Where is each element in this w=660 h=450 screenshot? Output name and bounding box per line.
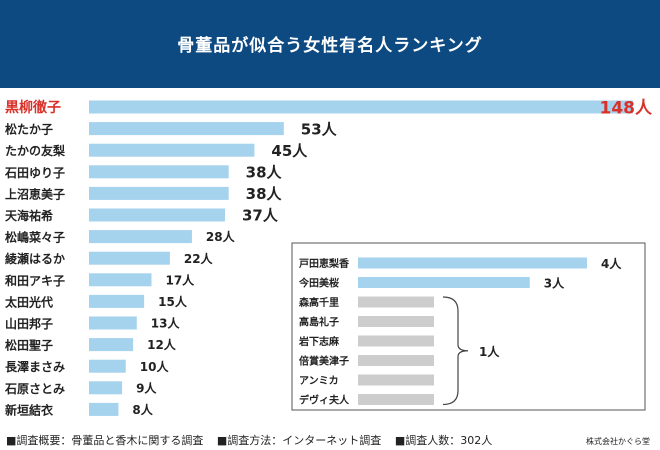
inset-data-label: 4人 (601, 256, 622, 271)
data-label: 148人 (600, 98, 653, 118)
survey-method: ■調査方法：インターネット調査 (216, 434, 382, 447)
data-label: 22人 (184, 251, 214, 266)
category-label: 天海祐希 (5, 208, 53, 223)
bar (89, 230, 192, 244)
bar (89, 294, 145, 308)
category-label: 松たか子 (5, 122, 53, 137)
inset-data-label: 3人 (544, 276, 565, 291)
inset-bar (358, 277, 530, 288)
inset-category-label: 倍賞美津子 (299, 355, 349, 368)
bar (89, 186, 229, 200)
category-label: 太田光代 (5, 294, 53, 309)
data-label: 15人 (158, 294, 188, 309)
category-label: 黒柳徹子 (5, 99, 61, 116)
survey-overview: ■調査概要：骨董品と香木に関する調査 (6, 434, 204, 447)
inset-category-label: 森高千里 (298, 296, 339, 309)
category-label: 綾瀬はるか (5, 251, 65, 266)
bar (89, 381, 123, 395)
group-brace (442, 296, 469, 406)
chart-header: 骨董品が似合う女性有名人ランキング (0, 0, 660, 88)
category-label: 石原さとみ (4, 382, 65, 396)
bar (89, 122, 284, 136)
category-label: 長澤まさみ (5, 359, 65, 374)
inset-category-label: 岩下志麻 (298, 335, 340, 348)
bar (89, 402, 119, 416)
category-label: 和田アキ子 (4, 273, 65, 288)
bar (89, 251, 170, 265)
inset-bar (358, 296, 434, 308)
inset-bar (358, 335, 434, 347)
data-label: 38人 (246, 164, 283, 182)
survey-count: ■調査人数：302人 (394, 434, 493, 447)
data-label: 10人 (140, 359, 170, 374)
category-label: 新垣結衣 (5, 402, 53, 417)
data-label: 8人 (132, 402, 153, 417)
bar (89, 165, 229, 179)
data-label: 53人 (301, 120, 338, 138)
chart-title: 骨董品が似合う女性有名人ランキング (177, 36, 483, 56)
category-label: 松嶋菜々子 (5, 230, 65, 245)
bar (89, 359, 126, 373)
inset-bar (358, 355, 434, 366)
data-label: 37人 (242, 207, 279, 225)
inset-category-label: アンミカ (299, 375, 339, 387)
data-label: 17人 (165, 272, 195, 287)
inset-bar (358, 316, 434, 327)
data-label: 9人 (136, 380, 157, 395)
bar (89, 100, 633, 114)
survey-footer: ■調査概要：骨董品と香木に関する調査 ■調査方法：インターネット調査 ■調査人数… (6, 432, 502, 448)
inset-category-label: 今田美桜 (298, 277, 339, 290)
data-label: 28人 (206, 229, 236, 244)
group-label: 1人 (479, 344, 500, 359)
inset-category-label: 戸田恵梨香 (299, 257, 349, 270)
category-label: 上沼恵美子 (5, 186, 65, 201)
inset-box (291, 242, 646, 411)
category-label: 石田ゆり子 (4, 166, 65, 180)
data-label: 38人 (246, 185, 283, 203)
company-name: 株式会社かぐら堂 (586, 437, 650, 446)
bar (89, 338, 134, 352)
inset-bar (358, 394, 434, 405)
bar (89, 143, 255, 157)
inset-bar (358, 257, 587, 269)
data-label: 45人 (271, 142, 308, 160)
data-label: 13人 (151, 316, 181, 331)
inset-category-label: 高島礼子 (299, 316, 339, 329)
category-label: 松田聖子 (5, 338, 53, 353)
bar (89, 316, 137, 330)
inset-category-label: デヴィ夫人 (299, 394, 350, 407)
inset-bar (358, 374, 434, 386)
bar (89, 273, 152, 287)
bar (89, 208, 225, 222)
category-label: 山田邦子 (5, 316, 53, 331)
category-label: たかの友梨 (5, 143, 65, 158)
data-label: 12人 (147, 337, 177, 352)
